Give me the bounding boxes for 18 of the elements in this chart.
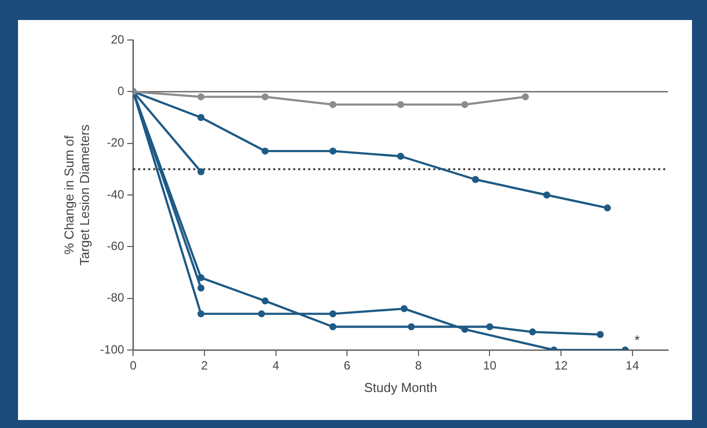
x-tick-label: 8 <box>415 358 422 373</box>
x-tick-label: 2 <box>201 358 208 373</box>
y-tick-label: 0 <box>118 84 125 98</box>
y-tick-label: -100 <box>100 342 125 356</box>
annotation: * <box>634 332 640 348</box>
y-axis-title: % Change in Sum of Target Lesion Diameters <box>61 124 92 266</box>
x-tick-label: 0 <box>130 358 137 373</box>
x-tick-label: 12 <box>554 358 568 373</box>
y-tick-label: -80 <box>106 290 125 305</box>
y-tick-label: -60 <box>106 238 125 253</box>
x-tick-label: 6 <box>344 358 351 373</box>
x-tick-label: 4 <box>272 358 280 373</box>
x-tick-label: 10 <box>483 358 497 373</box>
y-tick-label: -40 <box>106 187 125 202</box>
y-tick-label: -20 <box>106 136 125 150</box>
x-axis-title: Study Month <box>364 380 438 395</box>
y-tick-label: 20 <box>110 32 125 46</box>
x-tick-label: 14 <box>626 358 640 373</box>
